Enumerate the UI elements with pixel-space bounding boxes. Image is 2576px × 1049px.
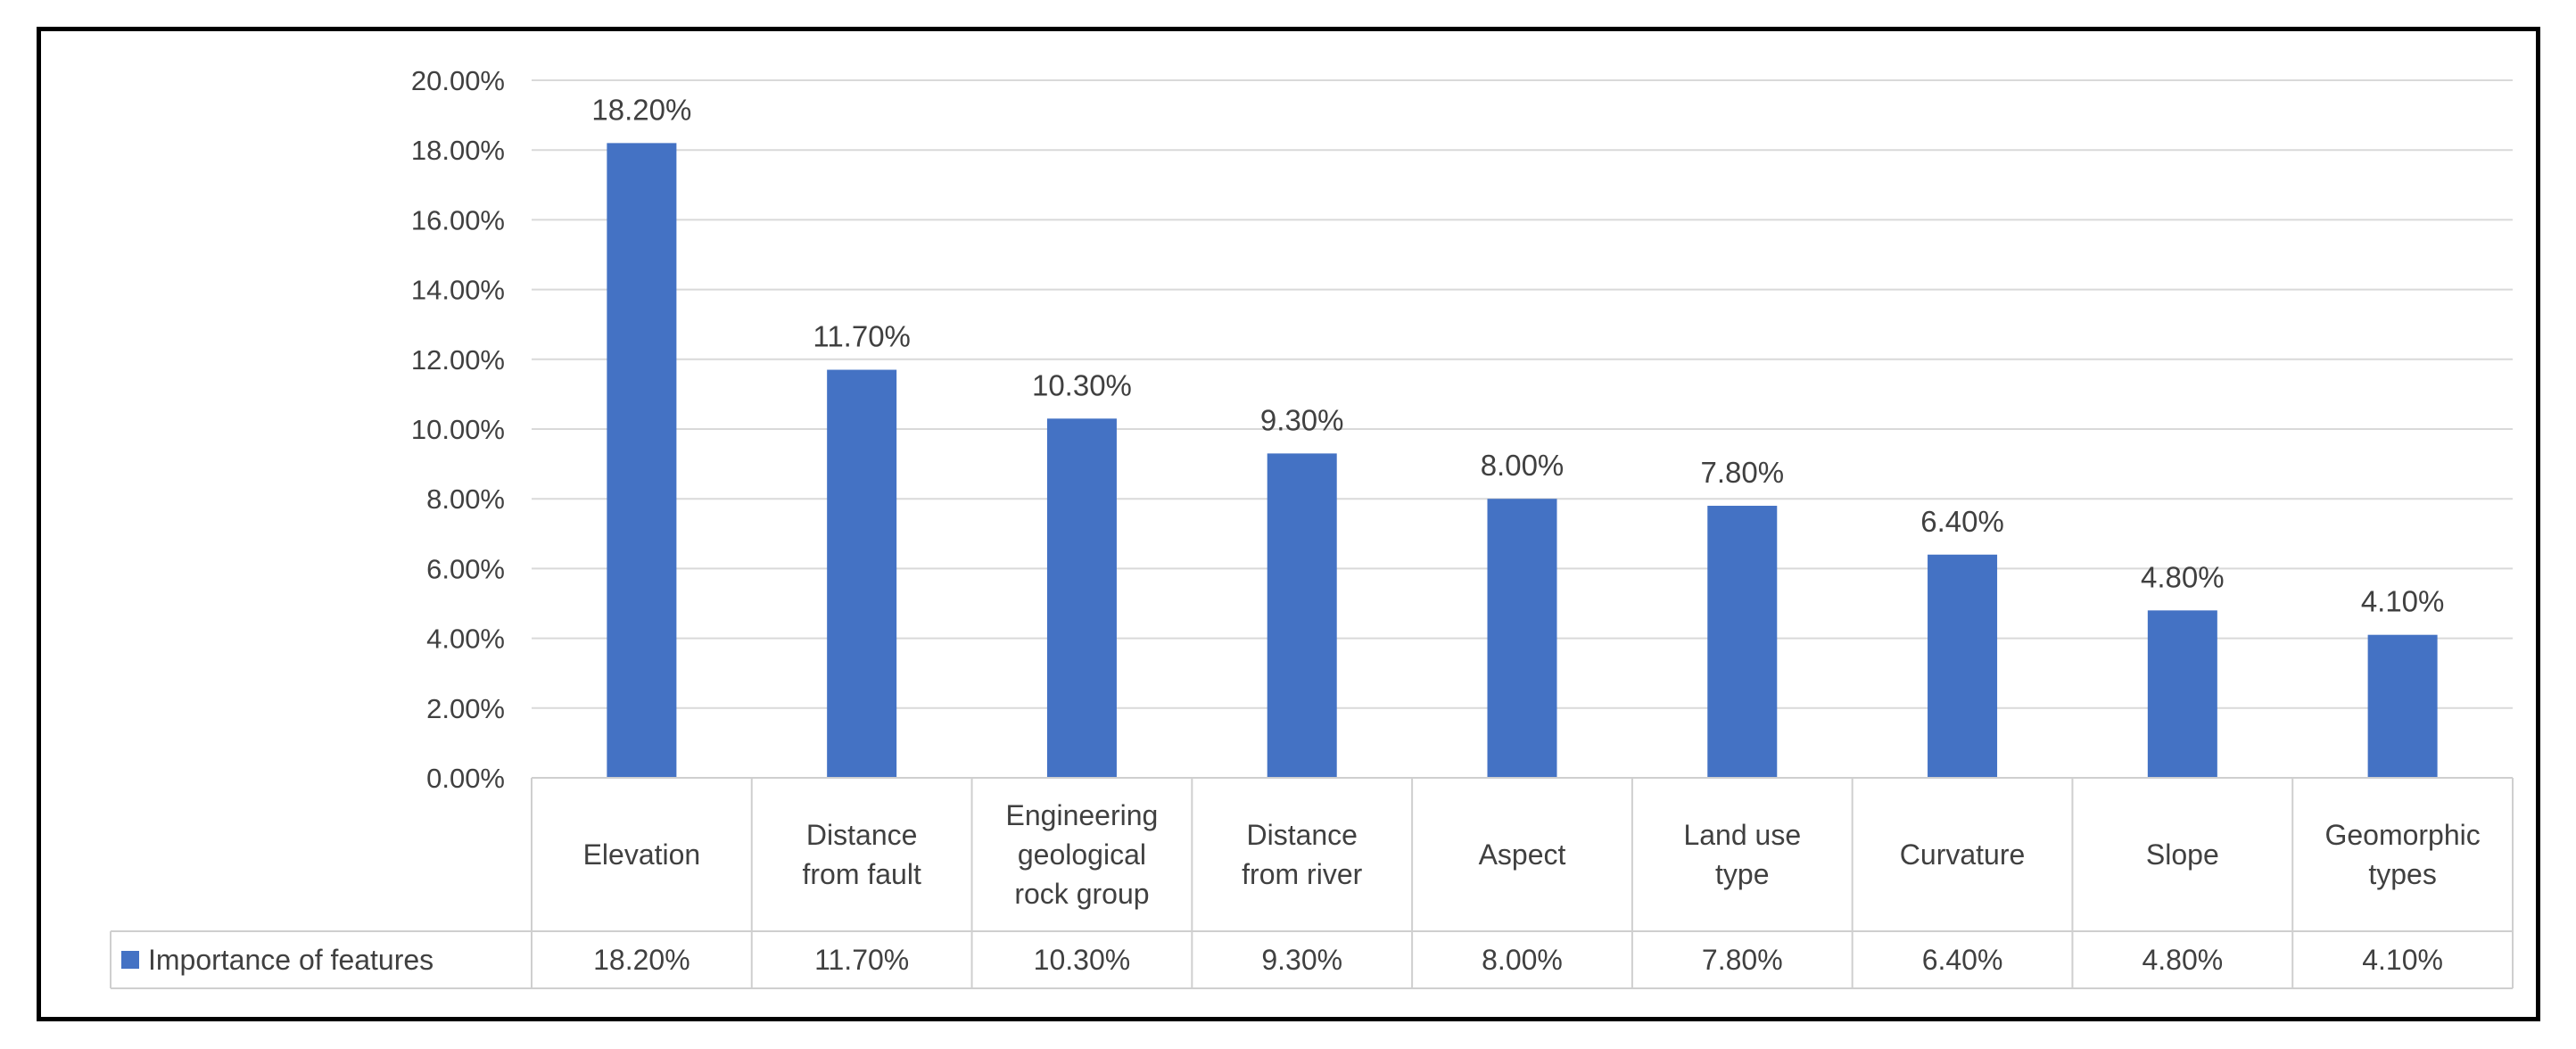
table-value: 8.00% — [1482, 944, 1563, 976]
data-label: 6.40% — [1920, 505, 2004, 538]
x-category-label: Geomorphic types — [2324, 819, 2480, 890]
bar — [1928, 554, 1998, 778]
x-category-label-line: rock group — [1014, 878, 1149, 910]
x-category-label-line: Distance — [806, 819, 918, 851]
data-label: 18.20% — [591, 93, 691, 126]
x-category-label: Curvature — [1900, 838, 2026, 871]
x-category-label-line: Elevation — [583, 838, 701, 871]
y-tick-label: 16.00% — [411, 204, 505, 235]
x-category-label-line: type — [1715, 858, 1769, 890]
data-label: 4.10% — [2361, 585, 2445, 618]
y-tick-label: 2.00% — [426, 693, 505, 724]
bar — [1707, 506, 1778, 778]
x-category-label: Aspect — [1479, 838, 1566, 871]
bar — [827, 369, 897, 778]
x-category-label: Elevation — [583, 838, 701, 871]
table-value: 9.30% — [1261, 944, 1342, 976]
x-category-label-line: from fault — [802, 858, 921, 890]
data-label: 4.80% — [2141, 560, 2225, 593]
y-tick-label: 14.00% — [411, 275, 505, 306]
y-tick-label: 4.00% — [426, 624, 505, 655]
y-tick-label: 18.00% — [411, 135, 505, 166]
bar — [1267, 453, 1337, 778]
table-value: 6.40% — [1922, 944, 2003, 976]
x-category-label: Distance from fault — [802, 819, 921, 890]
data-labels: 18.20% 11.70% 10.30% 9.30% 8.00% 7.80% 6.40% 4.… — [591, 93, 2444, 617]
x-category-label-line: geological — [1018, 838, 1146, 871]
table-value: 7.80% — [1702, 944, 1783, 976]
table-value: 10.30% — [1034, 944, 1131, 976]
data-label: 8.00% — [1481, 449, 1565, 482]
y-tick-label: 10.00% — [411, 414, 505, 445]
bar — [607, 143, 677, 778]
y-tick-label: 20.00% — [411, 65, 505, 96]
chart-frame — [37, 27, 2540, 1021]
data-label: 9.30% — [1260, 403, 1344, 436]
table-value: 18.20% — [593, 944, 690, 976]
y-tick-label: 0.00% — [426, 763, 505, 794]
x-category-label: Engineering geological rock group — [1006, 799, 1159, 910]
bars — [607, 143, 2438, 778]
table-value: 11.70% — [814, 944, 909, 976]
x-category-label: Slope — [2146, 838, 2219, 871]
data-label: 11.70% — [813, 320, 910, 353]
x-category-label-line: Curvature — [1900, 838, 2026, 871]
data-table: Elevation Distance from fault Engineering ge… — [110, 777, 2514, 989]
data-label: 10.30% — [1032, 368, 1132, 401]
y-axis: 0.00% 2.00% 4.00% 6.00% 8.00% 10.00% 12.00% 14.… — [411, 65, 505, 794]
x-category-label-line: from river — [1242, 858, 1362, 890]
x-category-label-line: Geomorphic — [2324, 819, 2480, 851]
table-value: 4.10% — [2362, 944, 2443, 976]
y-tick-label: 8.00% — [426, 483, 505, 515]
bar — [2367, 634, 2438, 778]
x-category-label-line: Aspect — [1479, 838, 1566, 871]
x-category-label-line: types — [2368, 858, 2436, 890]
y-tick-label: 6.00% — [426, 553, 505, 584]
bar — [2147, 610, 2217, 778]
x-category-label-line: Distance — [1246, 819, 1358, 851]
table-value: 4.80% — [2142, 944, 2223, 976]
x-category-label: Land use type — [1683, 819, 1801, 890]
bar — [1046, 418, 1117, 778]
bar — [1487, 499, 1557, 778]
legend-label: Importance of features — [148, 944, 433, 976]
x-category-label: Distance from river — [1242, 819, 1362, 890]
x-category-label-line: Land use — [1683, 819, 1801, 851]
x-category-label-line: Slope — [2146, 838, 2219, 871]
y-tick-label: 12.00% — [411, 344, 505, 376]
data-label: 7.80% — [1700, 456, 1784, 489]
x-category-label-line: Engineering — [1006, 799, 1159, 831]
legend-swatch — [121, 951, 139, 969]
